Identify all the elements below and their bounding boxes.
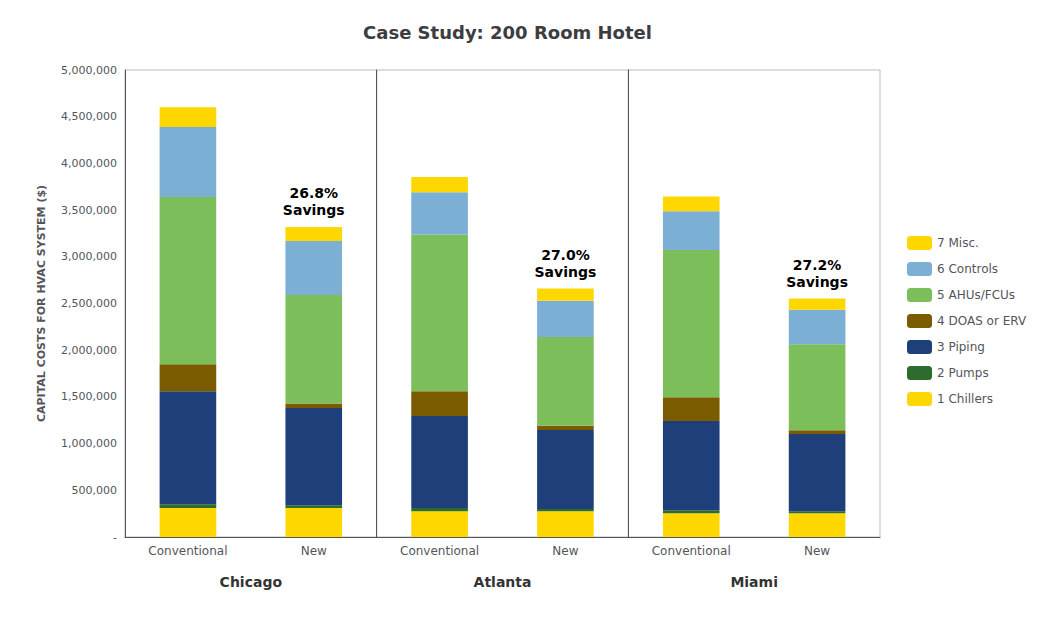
- svg-text:Conventional: Conventional: [148, 544, 227, 558]
- svg-text:New: New: [301, 544, 327, 558]
- svg-text:5 AHUs/FCUs: 5 AHUs/FCUs: [937, 288, 1015, 302]
- svg-text:3 Piping: 3 Piping: [937, 340, 985, 354]
- svg-text:4 DOAS or ERV: 4 DOAS or ERV: [937, 314, 1027, 328]
- svg-text:Savings: Savings: [786, 274, 848, 290]
- svg-text:27.2%: 27.2%: [793, 257, 842, 273]
- svg-text:Miami: Miami: [730, 574, 778, 590]
- svg-text:Savings: Savings: [535, 264, 597, 280]
- svg-text:2 Pumps: 2 Pumps: [937, 366, 989, 380]
- svg-text:-: -: [113, 531, 117, 544]
- svg-text:1 Chillers: 1 Chillers: [937, 392, 993, 406]
- svg-text:4,500,000: 4,500,000: [61, 110, 117, 123]
- svg-text:Case Study: 200 Room Hotel: Case Study: 200 Room Hotel: [363, 22, 652, 43]
- svg-text:26.8%: 26.8%: [289, 185, 338, 201]
- svg-text:7 Misc.: 7 Misc.: [937, 236, 979, 250]
- svg-text:New: New: [804, 544, 830, 558]
- svg-text:Chicago: Chicago: [220, 574, 283, 590]
- svg-text:Atlanta: Atlanta: [474, 574, 532, 590]
- svg-text:New: New: [552, 544, 578, 558]
- svg-text:CAPITAL COSTS FOR HVAC SYSTEM: CAPITAL COSTS FOR HVAC SYSTEM ($): [35, 185, 48, 422]
- svg-text:1,500,000: 1,500,000: [61, 390, 117, 403]
- svg-text:4,000,000: 4,000,000: [61, 157, 117, 170]
- svg-text:2,000,000: 2,000,000: [61, 344, 117, 357]
- svg-text:Conventional: Conventional: [652, 544, 731, 558]
- svg-text:3,000,000: 3,000,000: [61, 250, 117, 263]
- svg-text:1,000,000: 1,000,000: [61, 437, 117, 450]
- svg-text:5,000,000: 5,000,000: [61, 64, 117, 77]
- svg-text:27.0%: 27.0%: [541, 247, 590, 263]
- svg-text:3,500,000: 3,500,000: [61, 204, 117, 217]
- svg-text:2,500,000: 2,500,000: [61, 297, 117, 310]
- svg-text:Savings: Savings: [283, 202, 345, 218]
- svg-text:6 Controls: 6 Controls: [937, 262, 998, 276]
- svg-text:Conventional: Conventional: [400, 544, 479, 558]
- svg-text:500,000: 500,000: [72, 484, 118, 497]
